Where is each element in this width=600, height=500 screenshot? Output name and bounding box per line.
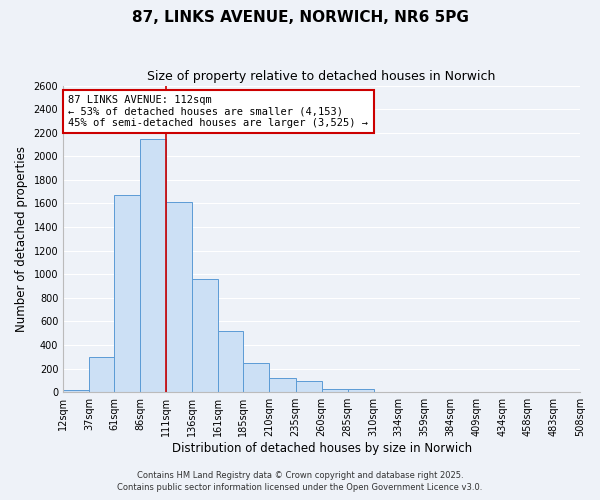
Y-axis label: Number of detached properties: Number of detached properties xyxy=(15,146,28,332)
Bar xyxy=(269,378,296,392)
Text: 87 LINKS AVENUE: 112sqm
← 53% of detached houses are smaller (4,153)
45% of semi: 87 LINKS AVENUE: 112sqm ← 53% of detache… xyxy=(68,95,368,128)
Bar xyxy=(89,357,114,392)
Text: Contains HM Land Registry data © Crown copyright and database right 2025.
Contai: Contains HM Land Registry data © Crown c… xyxy=(118,471,482,492)
Bar xyxy=(322,388,347,392)
Bar xyxy=(114,195,140,392)
Bar xyxy=(218,332,244,392)
Bar xyxy=(166,202,193,392)
Bar xyxy=(63,390,89,392)
Title: Size of property relative to detached houses in Norwich: Size of property relative to detached ho… xyxy=(148,70,496,83)
Bar xyxy=(296,381,322,392)
Bar xyxy=(347,388,374,392)
X-axis label: Distribution of detached houses by size in Norwich: Distribution of detached houses by size … xyxy=(172,442,472,455)
Bar xyxy=(193,279,218,392)
Bar xyxy=(244,362,269,392)
Text: 87, LINKS AVENUE, NORWICH, NR6 5PG: 87, LINKS AVENUE, NORWICH, NR6 5PG xyxy=(131,10,469,25)
Bar xyxy=(140,138,166,392)
